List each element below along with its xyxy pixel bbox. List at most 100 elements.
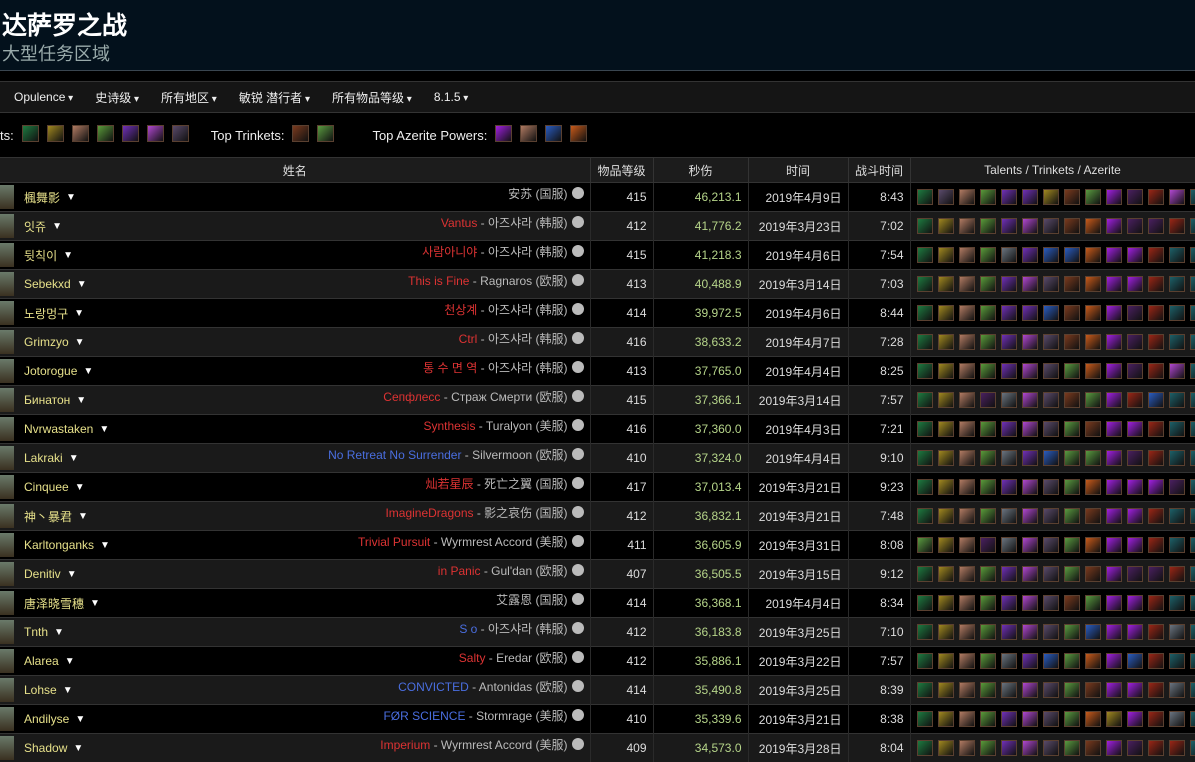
ability-icon[interactable]	[1106, 218, 1122, 234]
armory-globe-icon[interactable]	[572, 274, 584, 286]
chevron-down-icon[interactable]: ▼	[63, 685, 73, 696]
ability-icon[interactable]	[1148, 711, 1164, 727]
ability-icon[interactable]	[1085, 305, 1101, 321]
ability-icon[interactable]	[1190, 682, 1195, 698]
armory-globe-icon[interactable]	[572, 361, 584, 373]
ability-icon[interactable]	[1043, 508, 1059, 524]
ability-icon[interactable]	[1064, 247, 1080, 263]
ability-icon[interactable]	[1085, 218, 1101, 234]
ability-icon[interactable]	[1001, 392, 1017, 408]
player-name[interactable]: Jotorogue	[24, 364, 77, 378]
ability-icon[interactable]	[1064, 537, 1080, 553]
ability-icon[interactable]	[1190, 566, 1195, 582]
ability-icon[interactable]	[1169, 392, 1185, 408]
ability-icon[interactable]	[1001, 334, 1017, 350]
ability-icon[interactable]	[1127, 421, 1143, 437]
ability-icon[interactable]	[1001, 189, 1017, 205]
ability-icon[interactable]	[1043, 653, 1059, 669]
ability-icon[interactable]	[1001, 421, 1017, 437]
ability-icon[interactable]	[959, 450, 975, 466]
ability-icon[interactable]	[1043, 595, 1059, 611]
ability-icon[interactable]	[959, 740, 975, 756]
ability-icon[interactable]	[938, 218, 954, 234]
ability-icon[interactable]	[1043, 711, 1059, 727]
ability-icon[interactable]	[1106, 450, 1122, 466]
armory-globe-icon[interactable]	[572, 419, 584, 431]
ability-icon[interactable]	[917, 189, 933, 205]
ability-icon[interactable]	[1022, 537, 1038, 553]
ability-icon[interactable]	[1001, 218, 1017, 234]
ability-icon[interactable]	[980, 247, 996, 263]
table-row[interactable]: Shadow▼Imperium - Wyrmrest Accord (美服) 4…	[0, 734, 1195, 762]
filter-difficulty-dropdown[interactable]: 史诗级	[95, 89, 139, 106]
ability-icon[interactable]	[97, 125, 114, 142]
ability-icon[interactable]	[980, 421, 996, 437]
ability-icon[interactable]	[1190, 624, 1195, 640]
ability-icon[interactable]	[1127, 624, 1143, 640]
player-name[interactable]: 잇쥬	[24, 220, 46, 234]
chevron-down-icon[interactable]: ▼	[75, 482, 85, 493]
ability-icon[interactable]	[1148, 508, 1164, 524]
armory-globe-icon[interactable]	[572, 535, 584, 547]
ability-icon[interactable]	[959, 624, 975, 640]
ability-icon[interactable]	[1106, 682, 1122, 698]
armory-globe-icon[interactable]	[572, 622, 584, 634]
chevron-down-icon[interactable]: ▼	[99, 424, 109, 435]
ability-icon[interactable]	[1106, 711, 1122, 727]
ability-icon[interactable]	[1085, 682, 1101, 698]
ability-icon[interactable]	[1085, 334, 1101, 350]
player-name[interactable]: Karltonganks	[24, 538, 94, 552]
ability-icon[interactable]	[22, 125, 39, 142]
ability-icon[interactable]	[1085, 392, 1101, 408]
table-row[interactable]: 唐泽晓雪穗▼艾露恩 (国服) 414 36,368.1 2019年4月4日 8:…	[0, 589, 1195, 618]
player-name[interactable]: Lohse	[24, 683, 57, 697]
ability-icon[interactable]	[1064, 421, 1080, 437]
ability-icon[interactable]	[917, 682, 933, 698]
ability-icon[interactable]	[938, 624, 954, 640]
ability-icon[interactable]	[1190, 479, 1195, 495]
ability-icon[interactable]	[1127, 479, 1143, 495]
table-row[interactable]: Grimzyo▼Ctrl - 아즈샤라 (韩服) 416 38,633.2 20…	[0, 328, 1195, 357]
ability-icon[interactable]	[1085, 508, 1101, 524]
ability-icon[interactable]	[1085, 450, 1101, 466]
ability-icon[interactable]	[1001, 537, 1017, 553]
ability-icon[interactable]	[1190, 711, 1195, 727]
ability-icon[interactable]	[917, 711, 933, 727]
ability-icon[interactable]	[1148, 479, 1164, 495]
ability-icon[interactable]	[1064, 189, 1080, 205]
ability-icon[interactable]	[1169, 624, 1185, 640]
guild-link[interactable]: FØR SCIENCE	[383, 709, 465, 723]
table-row[interactable]: Lohse▼CONVICTED - Antonidas (欧服) 414 35,…	[0, 676, 1195, 705]
guild-link[interactable]: Salty	[459, 651, 486, 665]
ability-icon[interactable]	[938, 392, 954, 408]
ability-icon[interactable]	[1148, 740, 1164, 756]
table-row[interactable]: 楓舞影▼安苏 (国服) 415 46,213.1 2019年4月9日 8:43	[0, 183, 1195, 212]
ability-icon[interactable]	[1022, 566, 1038, 582]
player-name[interactable]: Lakraki	[24, 451, 63, 465]
ability-icon[interactable]	[980, 276, 996, 292]
ability-icon[interactable]	[1148, 421, 1164, 437]
ability-icon[interactable]	[938, 537, 954, 553]
ability-icon[interactable]	[1169, 305, 1185, 321]
ability-icon[interactable]	[1022, 740, 1038, 756]
ability-icon[interactable]	[1022, 479, 1038, 495]
guild-link[interactable]: Vantus	[441, 216, 477, 230]
ability-icon[interactable]	[1001, 305, 1017, 321]
ability-icon[interactable]	[1043, 421, 1059, 437]
ability-icon[interactable]	[1001, 479, 1017, 495]
ability-icon[interactable]	[1190, 421, 1195, 437]
ability-icon[interactable]	[1043, 450, 1059, 466]
filter-ilvl-dropdown[interactable]: 所有物品等级	[332, 89, 412, 106]
ability-icon[interactable]	[1001, 682, 1017, 698]
player-name[interactable]: Denitiv	[24, 567, 61, 581]
col-ilvl-header[interactable]: 物品等级	[590, 158, 653, 183]
armory-globe-icon[interactable]	[572, 448, 584, 460]
ability-icon[interactable]	[1127, 334, 1143, 350]
ability-icon[interactable]	[1127, 392, 1143, 408]
ability-icon[interactable]	[1169, 711, 1185, 727]
ability-icon[interactable]	[1022, 218, 1038, 234]
armory-globe-icon[interactable]	[572, 332, 584, 344]
ability-icon[interactable]	[1190, 189, 1195, 205]
chevron-down-icon[interactable]: ▼	[75, 337, 85, 348]
ability-icon[interactable]	[1064, 624, 1080, 640]
